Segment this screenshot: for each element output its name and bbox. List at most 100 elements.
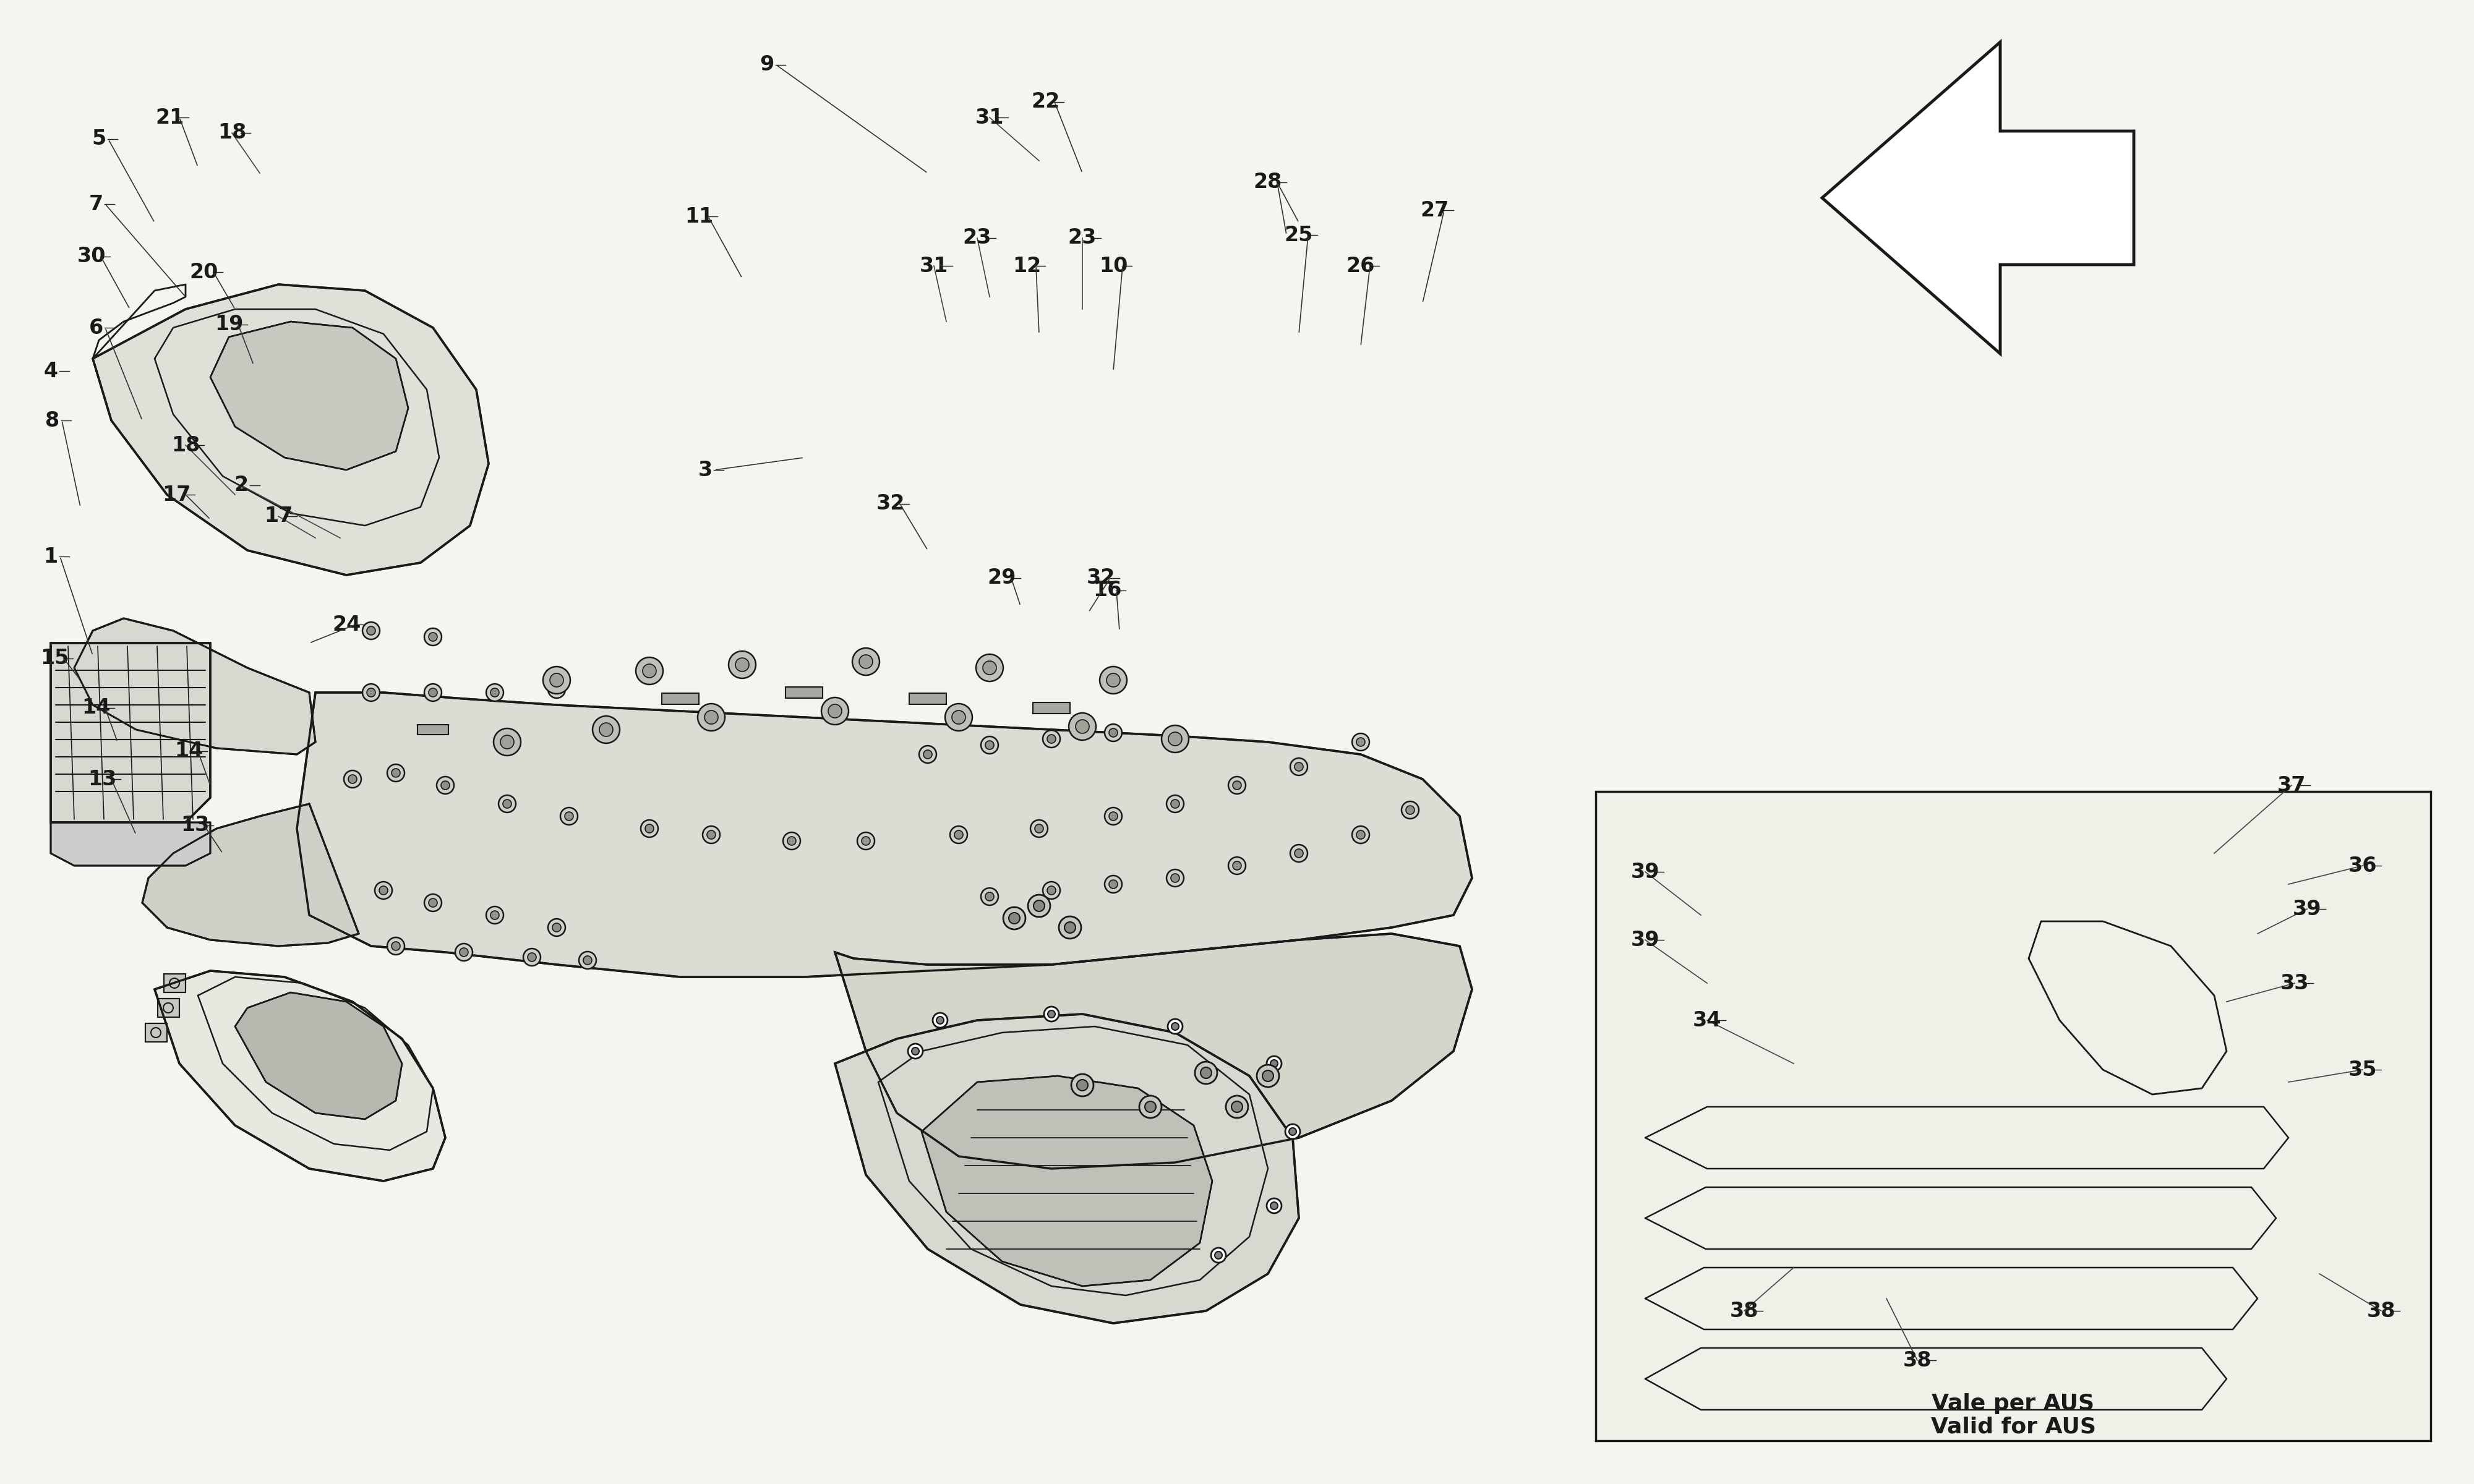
Text: 28: 28 xyxy=(1254,172,1282,193)
Circle shape xyxy=(1103,876,1123,893)
Circle shape xyxy=(1227,856,1247,874)
Text: 14: 14 xyxy=(82,697,111,718)
Circle shape xyxy=(1004,907,1027,929)
Circle shape xyxy=(782,833,802,849)
Circle shape xyxy=(1215,1251,1222,1258)
Circle shape xyxy=(636,657,663,684)
Circle shape xyxy=(502,800,512,809)
Circle shape xyxy=(1168,795,1185,813)
Circle shape xyxy=(821,697,849,724)
Circle shape xyxy=(549,681,564,697)
Circle shape xyxy=(366,689,376,697)
Circle shape xyxy=(1356,831,1366,838)
Text: 31: 31 xyxy=(920,255,948,276)
Circle shape xyxy=(861,837,871,846)
Circle shape xyxy=(344,770,361,788)
Circle shape xyxy=(705,711,717,724)
Circle shape xyxy=(1044,1006,1059,1021)
Text: 25: 25 xyxy=(1284,224,1314,245)
Circle shape xyxy=(1227,776,1247,794)
Text: 11: 11 xyxy=(685,206,713,227)
Polygon shape xyxy=(94,285,490,574)
Text: 9: 9 xyxy=(760,55,774,76)
Circle shape xyxy=(1272,1202,1277,1209)
Circle shape xyxy=(1168,870,1185,886)
Text: Valid for AUS: Valid for AUS xyxy=(1930,1417,2095,1438)
Circle shape xyxy=(1195,1061,1217,1083)
Circle shape xyxy=(552,686,562,693)
Circle shape xyxy=(1200,1067,1212,1079)
Circle shape xyxy=(1106,674,1121,687)
Circle shape xyxy=(435,776,455,794)
Text: 30: 30 xyxy=(77,246,106,267)
Text: 20: 20 xyxy=(190,261,218,282)
Circle shape xyxy=(1267,1199,1282,1214)
Circle shape xyxy=(1103,724,1123,742)
Circle shape xyxy=(985,892,995,901)
Circle shape xyxy=(1044,730,1059,748)
Text: 16: 16 xyxy=(1094,580,1121,601)
Circle shape xyxy=(495,729,520,755)
Circle shape xyxy=(1232,861,1242,870)
Circle shape xyxy=(923,749,933,758)
Text: 14: 14 xyxy=(173,741,203,761)
Circle shape xyxy=(1294,763,1304,772)
Circle shape xyxy=(579,951,596,969)
Text: 15: 15 xyxy=(40,649,69,669)
Circle shape xyxy=(490,689,500,697)
Polygon shape xyxy=(1645,1267,2256,1330)
Text: 36: 36 xyxy=(2348,855,2378,876)
Circle shape xyxy=(1034,824,1044,833)
Circle shape xyxy=(908,1043,923,1058)
Bar xyxy=(1596,791,2429,1441)
Circle shape xyxy=(544,666,569,693)
Circle shape xyxy=(1405,806,1415,815)
Polygon shape xyxy=(1645,1187,2276,1250)
Circle shape xyxy=(787,837,797,846)
Circle shape xyxy=(460,948,468,957)
Text: 39: 39 xyxy=(1630,862,1660,881)
Circle shape xyxy=(1064,922,1076,933)
Circle shape xyxy=(1108,729,1118,738)
Circle shape xyxy=(1069,712,1096,741)
Text: 34: 34 xyxy=(1692,1011,1722,1030)
Text: Vale per AUS: Vale per AUS xyxy=(1932,1393,2095,1414)
Circle shape xyxy=(646,824,653,833)
Text: 5: 5 xyxy=(92,129,106,150)
Circle shape xyxy=(1351,827,1371,843)
Circle shape xyxy=(945,703,972,730)
Circle shape xyxy=(564,812,574,821)
Polygon shape xyxy=(836,933,1472,1169)
Circle shape xyxy=(735,657,750,671)
Polygon shape xyxy=(235,993,401,1119)
Text: 2: 2 xyxy=(235,475,247,496)
Circle shape xyxy=(1400,801,1420,819)
Circle shape xyxy=(708,831,715,838)
Text: 4: 4 xyxy=(45,361,57,381)
Text: 23: 23 xyxy=(1069,229,1096,248)
Circle shape xyxy=(379,886,388,895)
Text: 3: 3 xyxy=(698,460,713,481)
Circle shape xyxy=(1232,1101,1242,1113)
Circle shape xyxy=(1009,913,1019,923)
Circle shape xyxy=(552,923,562,932)
Circle shape xyxy=(1029,819,1049,837)
Text: 32: 32 xyxy=(876,494,905,513)
Circle shape xyxy=(933,1012,948,1027)
Text: 37: 37 xyxy=(2276,775,2306,795)
Circle shape xyxy=(349,775,356,784)
Circle shape xyxy=(428,898,438,907)
Circle shape xyxy=(950,827,967,843)
Circle shape xyxy=(975,654,1004,681)
Circle shape xyxy=(376,881,391,899)
Circle shape xyxy=(1108,880,1118,889)
Polygon shape xyxy=(2029,922,2227,1095)
Circle shape xyxy=(1291,758,1306,775)
Circle shape xyxy=(361,622,381,640)
Circle shape xyxy=(1098,666,1128,693)
Circle shape xyxy=(500,735,515,749)
Circle shape xyxy=(1103,807,1123,825)
Circle shape xyxy=(455,944,473,962)
Polygon shape xyxy=(49,643,210,822)
Text: 35: 35 xyxy=(2348,1060,2378,1080)
